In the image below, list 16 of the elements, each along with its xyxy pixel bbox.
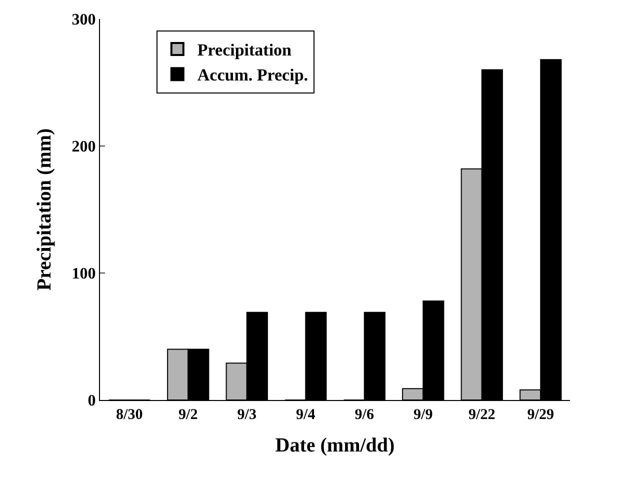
x-tick-label: 9/6 bbox=[354, 407, 374, 423]
x-tick-label: 9/9 bbox=[414, 407, 433, 423]
x-tick-label: 8/30 bbox=[116, 407, 143, 423]
y-tick-label: 300 bbox=[72, 12, 96, 29]
y-tick-label: 0 bbox=[88, 392, 96, 410]
y-tick-label: 100 bbox=[72, 266, 96, 283]
x-tick-label: 9/2 bbox=[178, 407, 198, 423]
x-tick-label: 9/22 bbox=[468, 407, 496, 423]
y-tick-label: 200 bbox=[72, 138, 96, 156]
x-tick-label: 9/29 bbox=[527, 407, 554, 423]
x-axis-title: Date (mm/dd) bbox=[275, 434, 395, 456]
legend-label: Precipitation bbox=[197, 40, 292, 60]
x-tick-label: 9/3 bbox=[237, 407, 256, 423]
legend-label: Accum. Precip. bbox=[197, 66, 308, 85]
y-axis-title: Precipitation (mm) bbox=[33, 128, 56, 291]
x-tick-label: 9/4 bbox=[296, 407, 316, 423]
